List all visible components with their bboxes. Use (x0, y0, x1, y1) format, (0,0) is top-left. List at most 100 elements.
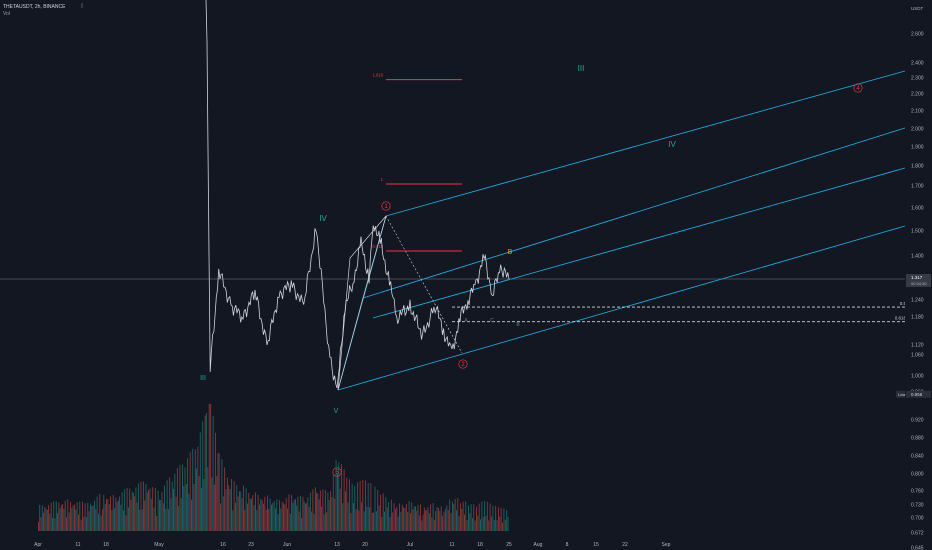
volume-indicator-label[interactable]: Vol (3, 11, 10, 17)
volume-bar (439, 511, 441, 531)
price-line (205, 0, 510, 389)
wave-label: III (200, 375, 206, 382)
volume-bar (273, 501, 275, 531)
volume-bar (38, 521, 39, 531)
volume-bar (167, 509, 169, 531)
volume-bar (154, 487, 156, 531)
volume-bar (500, 507, 502, 531)
volume-bar (115, 497, 117, 531)
volume-bar (41, 505, 43, 531)
volume-bar (88, 511, 90, 531)
volume-bar (410, 513, 411, 531)
volume-bar (60, 505, 62, 531)
volume-bar (312, 489, 314, 531)
volume-bar (165, 508, 167, 531)
dashed-level-label: 0.618 (895, 316, 907, 321)
volume-bar (182, 464, 183, 531)
volume-bar (497, 507, 499, 531)
volume-bar (237, 496, 239, 531)
volume-bar (378, 505, 380, 531)
volume-bar (136, 502, 138, 531)
volume-bar (256, 510, 258, 531)
volume-bar (152, 487, 154, 531)
volume-bar (374, 486, 376, 531)
volume-bar (153, 507, 155, 531)
y-tick-label: 1.500 (911, 229, 924, 235)
volume-bar (67, 499, 69, 531)
volume-bar (94, 500, 95, 531)
volume-bar (261, 500, 263, 531)
x-tick-label: 15 (593, 542, 599, 548)
volume-bar (319, 490, 321, 531)
volume-bar (222, 496, 224, 531)
volume-bar (191, 499, 192, 531)
volume-bar (127, 507, 129, 531)
volume-bar (298, 511, 300, 531)
volume-bar (164, 485, 166, 531)
volume-bar (205, 413, 207, 531)
volume-bar (287, 508, 289, 531)
wave-label-circle (853, 83, 863, 93)
volume-bar (96, 496, 98, 531)
volume-bar (303, 501, 305, 531)
volume-bar (276, 499, 278, 531)
y-tick-label: 2.400 (911, 61, 924, 67)
volume-bar (330, 490, 331, 531)
volume-bar (474, 520, 476, 531)
volume-bar (317, 493, 319, 531)
volume-bar (213, 484, 215, 531)
volume-bar (328, 500, 330, 531)
volume-bar (157, 490, 159, 531)
volume-bar (481, 501, 483, 531)
volume-bar (141, 509, 143, 531)
volume-bar (371, 512, 373, 531)
volume-bar (236, 485, 238, 531)
volume-bar (178, 505, 180, 531)
volume-bar (426, 509, 428, 531)
volume-bar (217, 452, 219, 531)
volume-bar (496, 520, 498, 531)
wave-label: 2 (461, 362, 465, 368)
volume-bar (427, 507, 429, 531)
y-tick-label: 1.180 (911, 315, 924, 321)
volume-bar (415, 506, 416, 531)
y-tick-label: 1.400 (911, 254, 924, 260)
volume-bar (139, 509, 141, 531)
volume-bar (395, 508, 396, 531)
volume-bar (288, 494, 290, 531)
volume-bar (289, 513, 291, 531)
volume-bar (143, 481, 144, 531)
volume-bar (259, 504, 260, 531)
volume-bar (57, 513, 58, 531)
volume-bar (462, 501, 464, 531)
y-tick-label: 0.730 (911, 503, 924, 509)
volume-bar (86, 516, 87, 531)
fib-level-label: 1 (381, 177, 384, 182)
y-tick-label: 0.672 (911, 531, 924, 537)
volume-bar (349, 479, 350, 531)
volume-bar (403, 507, 405, 531)
volume-bar (45, 508, 47, 531)
volume-bar (137, 483, 139, 531)
volume-bar (464, 514, 465, 531)
volume-bar (416, 510, 418, 531)
volume-bar (331, 496, 333, 531)
volume-bar (193, 484, 195, 531)
volume-bar (442, 515, 444, 531)
symbol-header[interactable]: THETAUSDT, 2h, BINANCE (3, 4, 66, 10)
volume-bar (233, 481, 235, 531)
volume-bar (495, 505, 497, 531)
volume-bar (175, 496, 177, 531)
volume-bar (296, 505, 298, 531)
volume-bar (399, 503, 400, 531)
volume-bar (484, 501, 486, 531)
volume-bar (465, 501, 467, 531)
volume-bar (211, 477, 213, 531)
y-tick-label: 1.800 (911, 164, 924, 170)
volume-bar (66, 517, 67, 531)
volume-bar (102, 509, 103, 531)
volume-bar (428, 513, 430, 531)
axis-currency-label: USDT (911, 6, 924, 11)
volume-bar (271, 504, 272, 531)
